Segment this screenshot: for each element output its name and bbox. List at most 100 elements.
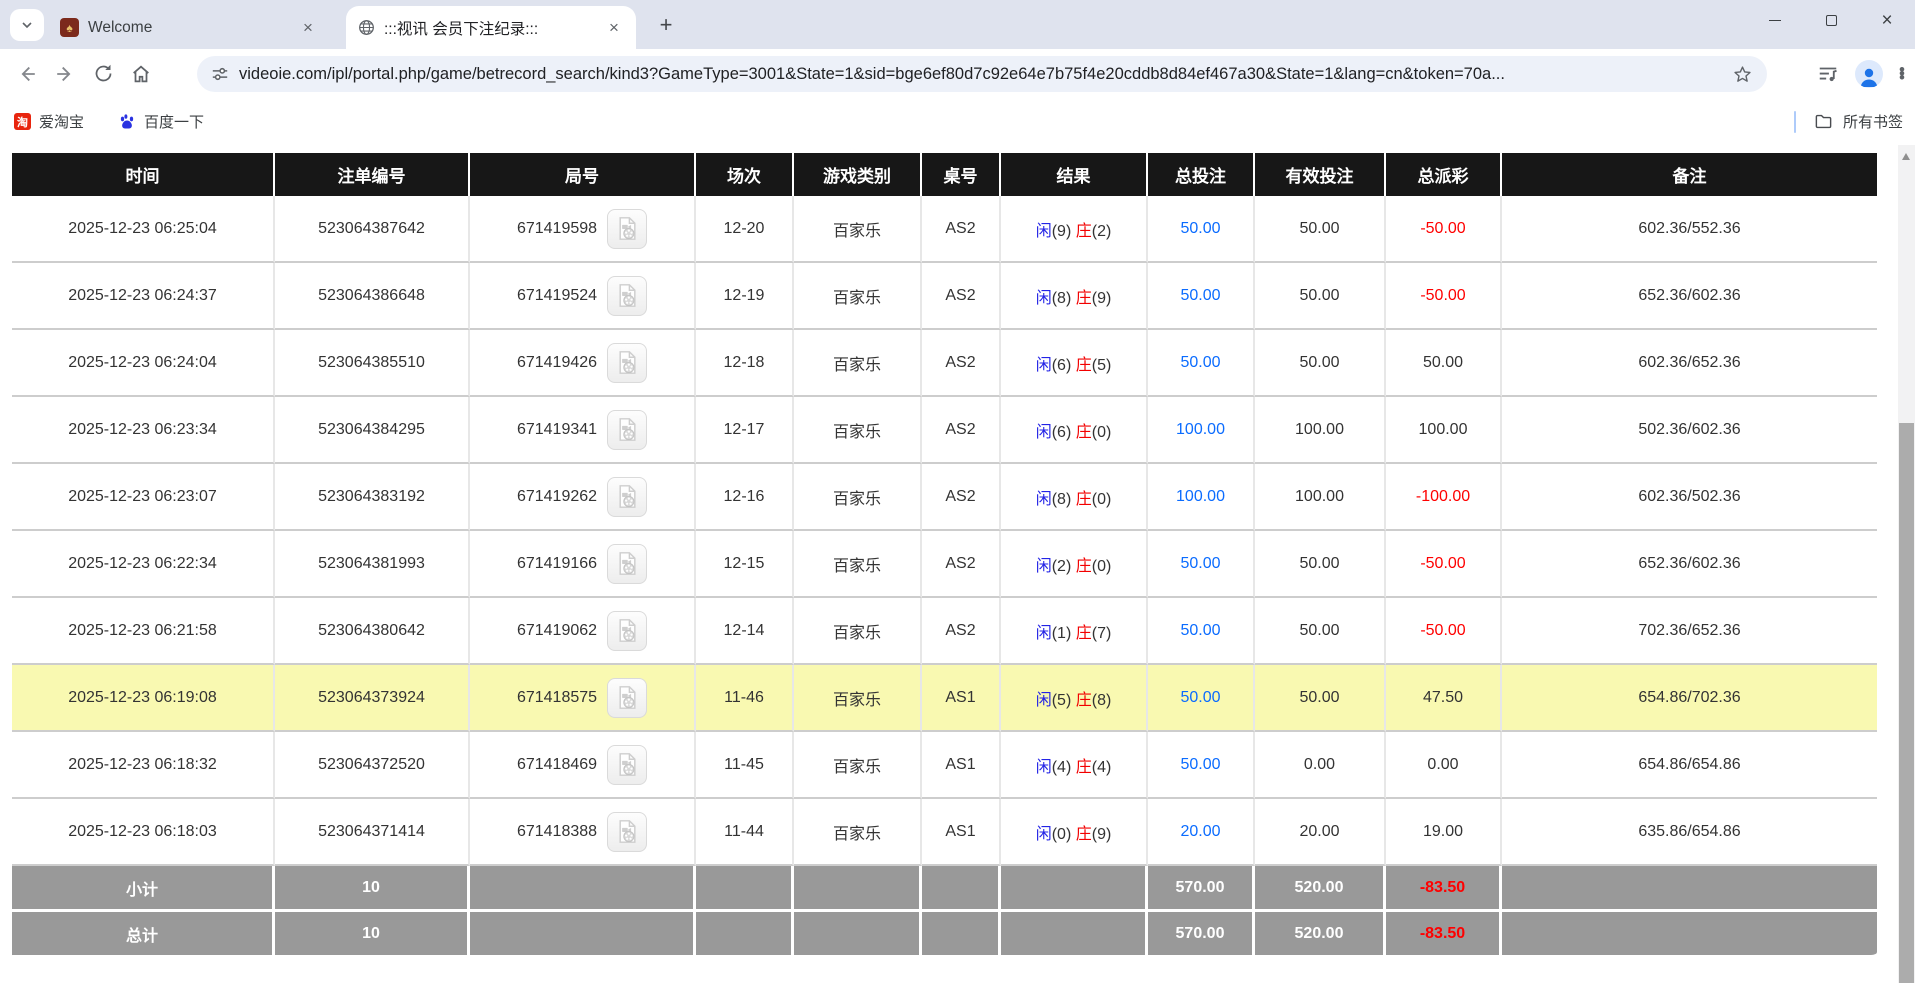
reload-button[interactable]	[84, 55, 122, 93]
result-player-score: (1)	[1051, 624, 1076, 642]
bet-record-table: 时间 注单编号 局号 场次 游戏类别 桌号 结果 总投注 有效投注 总派彩 备注…	[12, 153, 1877, 958]
result-banker-score: (0)	[1091, 490, 1112, 508]
cell-payout: -50.00	[1386, 598, 1502, 665]
cell-game-type: 百家乐	[794, 263, 922, 330]
video-replay-icon	[619, 284, 636, 307]
result-banker-label: 庄	[1075, 825, 1092, 843]
scroll-up-icon[interactable]	[1902, 153, 1910, 160]
result-banker-score: (9)	[1091, 825, 1112, 843]
page-content: 时间 注单编号 局号 场次 游戏类别 桌号 结果 总投注 有效投注 总派彩 备注…	[0, 145, 1898, 983]
cell-bet-id: 523064386648	[275, 263, 470, 330]
result-banker-score: (5)	[1091, 356, 1112, 374]
result-player-label: 闲	[1035, 356, 1052, 374]
video-replay-button[interactable]	[607, 275, 648, 316]
close-icon[interactable]: ×	[303, 17, 313, 37]
result-player-label: 闲	[1035, 289, 1052, 307]
forward-icon	[57, 66, 71, 81]
cell-time: 2025-12-23 06:19:08	[12, 665, 275, 732]
bookmark-label: 百度一下	[144, 114, 205, 131]
result-banker-score: (0)	[1091, 557, 1112, 575]
cell-valid-bet: 100.00	[1255, 397, 1386, 464]
cell-game-type: 百家乐	[794, 799, 922, 866]
back-button[interactable]	[8, 55, 46, 93]
table-row[interactable]: 2025-12-23 06:23:34 523064384295 671419341…	[12, 397, 1877, 464]
cell-bet-id: 523064387642	[275, 196, 470, 263]
scrollbar-thumb[interactable]	[1899, 423, 1914, 983]
tune-icon[interactable]	[211, 65, 229, 83]
url-bar[interactable]: videoie.com/ipl/portal.php/game/betrecor…	[197, 56, 1767, 92]
window-controls: ×	[1747, 0, 1915, 40]
cell-time: 2025-12-23 06:18:32	[12, 732, 275, 799]
cell-total-bet: 50.00	[1148, 732, 1255, 799]
video-replay-button[interactable]	[607, 409, 648, 450]
video-replay-button[interactable]	[607, 342, 648, 383]
maximize-button[interactable]	[1803, 0, 1859, 40]
new-tab-button[interactable]: +	[659, 12, 673, 37]
video-replay-icon	[619, 351, 636, 374]
cell-round: 671419426	[470, 330, 696, 397]
table-row[interactable]: 2025-12-23 06:21:58 523064380642 671419062…	[12, 598, 1877, 665]
video-replay-button[interactable]	[607, 543, 648, 584]
folder-icon	[1815, 114, 1832, 129]
header-payout: 总派彩	[1386, 153, 1502, 196]
cell-remark: 654.86/702.36	[1502, 665, 1877, 732]
footer-empty-cell	[470, 866, 696, 912]
footer-empty-cell	[922, 866, 1001, 912]
tab-welcome[interactable]: ♠ Welcome ×	[48, 6, 330, 49]
tab-list-button[interactable]	[10, 9, 44, 41]
cell-remark: 654.86/654.86	[1502, 732, 1877, 799]
home-button[interactable]	[122, 55, 160, 93]
bookmark-baidu[interactable]: 百度一下	[118, 111, 204, 132]
cell-game-type: 百家乐	[794, 531, 922, 598]
video-replay-button[interactable]	[607, 811, 648, 852]
cell-game-type: 百家乐	[794, 665, 922, 732]
forward-button[interactable]	[46, 55, 84, 93]
cell-bet-id: 523064385510	[275, 330, 470, 397]
cell-valid-bet: 50.00	[1255, 665, 1386, 732]
bookmark-taobao[interactable]: 淘 爱淘宝	[14, 111, 84, 132]
page-scrollbar[interactable]	[1898, 145, 1915, 983]
profile-avatar[interactable]	[1855, 60, 1884, 88]
result-banker-label: 庄	[1075, 557, 1092, 575]
table-row[interactable]: 2025-12-23 06:24:04 523064385510 671419426…	[12, 330, 1877, 397]
video-replay-button[interactable]	[607, 208, 648, 249]
result-banker-label: 庄	[1075, 289, 1092, 307]
chevron-down-icon	[22, 22, 32, 29]
video-replay-button[interactable]	[607, 476, 648, 517]
table-row[interactable]: 2025-12-23 06:19:08 523064373924 671418575…	[12, 665, 1877, 732]
table-row[interactable]: 2025-12-23 06:23:07 523064383192 671419262…	[12, 464, 1877, 531]
cell-result: 闲(6) 庄(0)	[1001, 397, 1148, 464]
cell-game-type: 百家乐	[794, 397, 922, 464]
cell-total-bet: 50.00	[1148, 665, 1255, 732]
video-replay-button[interactable]	[607, 677, 648, 718]
video-replay-button[interactable]	[607, 610, 648, 651]
all-bookmarks[interactable]: 所有书签	[1793, 110, 1903, 133]
result-banker-label: 庄	[1075, 691, 1092, 709]
url-text[interactable]: videoie.com/ipl/portal.php/game/betrecor…	[239, 64, 1505, 83]
table-row[interactable]: 2025-12-23 06:18:03 523064371414 671418388…	[12, 799, 1877, 866]
table-row[interactable]: 2025-12-23 06:25:04 523064387642 671419598…	[12, 196, 1877, 263]
round-number: 671418575	[516, 688, 598, 706]
menu-icon[interactable]: • • •	[1899, 60, 1905, 87]
result-player-label: 闲	[1035, 691, 1052, 709]
video-replay-icon	[619, 217, 636, 240]
table-row[interactable]: 2025-12-23 06:24:37 523064386648 671419524…	[12, 263, 1877, 330]
table-row[interactable]: 2025-12-23 06:18:32 523064372520 671418469…	[12, 732, 1877, 799]
video-replay-button[interactable]	[607, 744, 648, 785]
bookmark-star-icon[interactable]	[1732, 64, 1753, 85]
cell-session: 12-17	[696, 397, 794, 464]
cell-time: 2025-12-23 06:25:04	[12, 196, 275, 263]
cell-table-no: AS2	[922, 263, 1001, 330]
table-row[interactable]: 2025-12-23 06:22:34 523064381993 671419166…	[12, 531, 1877, 598]
tab-bet-record[interactable]: :::视讯 会员下注纪录::: ×	[346, 6, 636, 49]
result-player-score: (6)	[1051, 423, 1076, 441]
media-controls-icon[interactable]	[1817, 63, 1839, 85]
all-bookmarks-label: 所有书签	[1842, 114, 1903, 131]
minimize-button[interactable]	[1747, 0, 1803, 40]
cell-valid-bet: 50.00	[1255, 330, 1386, 397]
close-window-button[interactable]: ×	[1859, 0, 1915, 40]
result-player-score: (9)	[1051, 222, 1076, 240]
cell-table-no: AS2	[922, 330, 1001, 397]
round-number: 671418469	[516, 755, 598, 773]
close-icon[interactable]: ×	[609, 17, 619, 37]
